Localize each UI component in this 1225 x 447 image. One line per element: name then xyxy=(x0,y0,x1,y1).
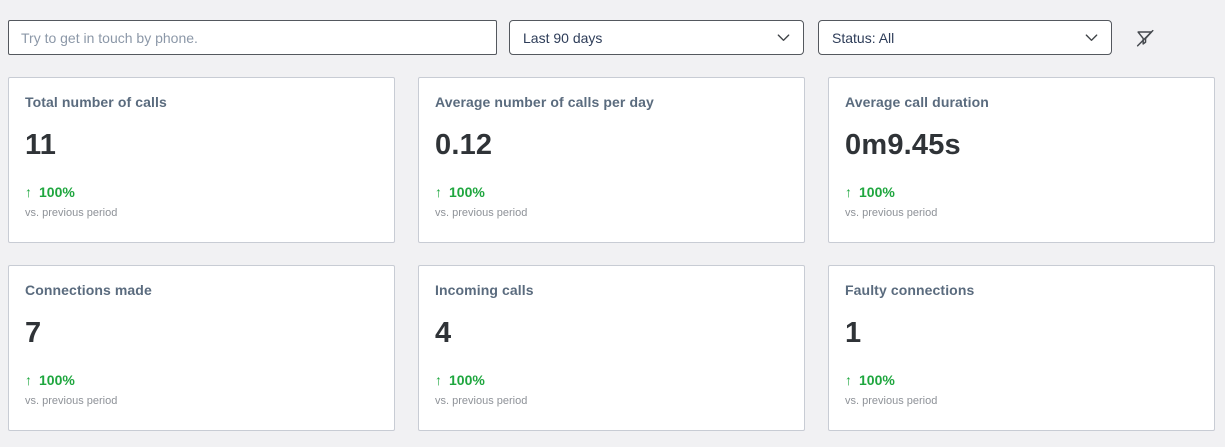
trend-change: 100% xyxy=(449,184,485,200)
chevron-down-icon xyxy=(1084,30,1099,45)
compare-label: vs. previous period xyxy=(845,207,938,219)
card-title: Faulty connections xyxy=(845,282,975,298)
compare-label: vs. previous period xyxy=(435,395,528,407)
status-value: Status: All xyxy=(832,29,895,46)
card-title: Average call duration xyxy=(845,94,989,110)
card-title: Average number of calls per day xyxy=(435,94,654,110)
compare-label: vs. previous period xyxy=(25,207,118,219)
trend-up-icon: ↑ xyxy=(435,372,442,388)
card-trend: ↑ 100% xyxy=(845,184,1198,200)
stat-card-total-calls: Total number of calls 11 ↑ 100% vs. prev… xyxy=(8,77,395,243)
card-title: Total number of calls xyxy=(25,94,167,110)
status-select[interactable]: Status: All xyxy=(818,20,1112,55)
card-value: 0m9.45s xyxy=(845,129,961,161)
trend-change: 100% xyxy=(859,372,895,388)
clear-filters-button[interactable] xyxy=(1132,25,1158,51)
stat-card-avg-call-duration: Average call duration 0m9.45s ↑ 100% vs.… xyxy=(828,77,1215,243)
card-trend: ↑ 100% xyxy=(25,372,378,388)
stat-card-faulty-connections: Faulty connections 1 ↑ 100% vs. previous… xyxy=(828,265,1215,431)
card-value: 11 xyxy=(25,129,57,161)
card-value: 4 xyxy=(435,317,452,349)
compare-label: vs. previous period xyxy=(845,395,938,407)
card-trend: ↑ 100% xyxy=(845,372,1198,388)
trend-change: 100% xyxy=(859,184,895,200)
date-range-value: Last 90 days xyxy=(523,29,603,46)
card-trend: ↑ 100% xyxy=(25,184,378,200)
trend-change: 100% xyxy=(39,372,75,388)
card-trend: ↑ 100% xyxy=(435,372,788,388)
stat-card-avg-calls-per-day: Average number of calls per day 0.12 ↑ 1… xyxy=(418,77,805,243)
date-range-select[interactable]: Last 90 days xyxy=(509,20,804,55)
card-title: Incoming calls xyxy=(435,282,534,298)
stat-card-connections-made: Connections made 7 ↑ 100% vs. previous p… xyxy=(8,265,395,431)
card-title: Connections made xyxy=(25,282,152,298)
compare-label: vs. previous period xyxy=(25,395,118,407)
trend-up-icon: ↑ xyxy=(25,184,32,200)
trend-up-icon: ↑ xyxy=(435,184,442,200)
search-input[interactable] xyxy=(8,20,497,55)
trend-change: 100% xyxy=(449,372,485,388)
card-value: 0.12 xyxy=(435,129,493,161)
card-value: 1 xyxy=(845,317,862,349)
trend-up-icon: ↑ xyxy=(25,372,32,388)
chevron-down-icon xyxy=(776,30,791,45)
filter-bar: Last 90 days Status: All xyxy=(0,0,1225,55)
trend-up-icon: ↑ xyxy=(845,184,852,200)
trend-up-icon: ↑ xyxy=(845,372,852,388)
trend-change: 100% xyxy=(39,184,75,200)
card-trend: ↑ 100% xyxy=(435,184,788,200)
card-value: 7 xyxy=(25,317,42,349)
stat-card-incoming-calls: Incoming calls 4 ↑ 100% vs. previous per… xyxy=(418,265,805,431)
filter-clear-icon xyxy=(1134,27,1156,49)
compare-label: vs. previous period xyxy=(435,207,528,219)
stats-grid: Total number of calls 11 ↑ 100% vs. prev… xyxy=(0,55,1225,431)
